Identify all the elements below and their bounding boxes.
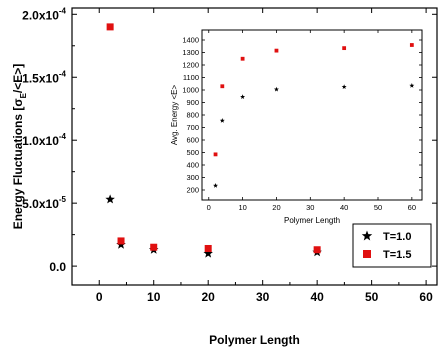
main-y-tick-label: 1.5x10-4 (22, 69, 66, 85)
main-y-tick-label: 2.0x10-4 (22, 6, 66, 22)
main-x-tick-label: 60 (419, 290, 433, 304)
inset-point-series-1 (342, 46, 347, 51)
inset-point-series-0 (219, 118, 225, 123)
inset-point-series-1 (274, 48, 279, 53)
main-y-axis-title: Energy Fluctuations [σE/<E>] (11, 64, 28, 230)
inset-point-series-1 (213, 152, 218, 157)
inset-y-tick-label: 200 (186, 186, 199, 195)
inset-plot-frame (201, 29, 423, 201)
inset-y-tick-label: 1400 (182, 36, 199, 45)
inset-y-tick-label: 300 (186, 173, 199, 182)
main-plot: 0 10 20 30 40 50 60 0.0 5.0x10-5 1.0x10-4 1.5x10-4… (11, 6, 438, 347)
inset-y-tick-label: 400 (186, 161, 199, 170)
inset-y-tick-label: 900 (186, 98, 199, 107)
inset-y-axis-title: Avg. Energy <E> (170, 85, 179, 146)
legend-label: T=1.0 (383, 231, 411, 243)
inset-y-tick-label: 1200 (182, 61, 199, 70)
main-x-tick-label: 30 (256, 290, 270, 304)
inset-point-series-1 (240, 56, 245, 61)
main-plot-frame (71, 7, 438, 286)
main-point-series-1 (204, 244, 212, 252)
main-point-series-1 (313, 246, 321, 254)
legend-box (352, 223, 432, 268)
inset-y-tick-label: 600 (186, 136, 199, 145)
main-x-tick-label: 40 (310, 290, 324, 304)
inset-point-series-0 (213, 183, 219, 188)
inset-y-tick-label: 800 (186, 111, 199, 120)
inset-point-series-0 (240, 94, 246, 99)
inset-point-series-0 (341, 84, 347, 89)
main-point-series-1 (150, 243, 158, 251)
inset-y-tick-label: 700 (186, 123, 199, 132)
main-point-series-1 (106, 23, 114, 31)
inset-point-series-1 (409, 43, 414, 47)
main-y-tick-label: 5.0x10-5 (22, 195, 66, 211)
inset-point-series-0 (409, 83, 415, 88)
main-point-series-0 (203, 248, 213, 258)
inset-x-tick-label: 50 (374, 203, 382, 212)
inset-x-tick-label: 30 (306, 203, 314, 212)
inset-y-tick-label: 500 (186, 148, 199, 157)
main-y-tick-label: 0.0 (49, 260, 66, 274)
legend-marker (361, 230, 373, 241)
main-x-axis-title: Polymer Length (209, 333, 300, 347)
inset-point-series-0 (273, 86, 279, 92)
main-point-series-0 (105, 194, 115, 204)
inset-x-tick-label: 0 (207, 203, 211, 212)
inset-plot: 0 10 20 30 40 50 60 200 300 400 500 600 700 800 900 100… (170, 29, 423, 225)
inset-x-tick-label: 40 (340, 203, 348, 212)
inset-x-tick-label: 60 (408, 203, 416, 212)
inset-x-axis-title: Polymer Length (284, 216, 340, 225)
inset-y-tick-label: 1100 (183, 73, 199, 82)
main-x-tick-label: 50 (365, 290, 379, 304)
inset-y-tick-label: 1300 (182, 48, 199, 57)
inset-point-series-1 (220, 84, 225, 89)
inset-y-tick-label: 1000 (182, 86, 199, 95)
inset-x-tick-label: 10 (238, 203, 246, 212)
main-x-tick-label: 20 (202, 290, 216, 304)
legend-marker (363, 250, 371, 258)
legend-label: T=1.5 (383, 249, 411, 261)
main-x-tick-label: 10 (147, 290, 161, 304)
main-x-tick-label: 0 (96, 290, 103, 304)
main-point-series-1 (117, 237, 125, 245)
main-y-tick-label: 1.0x10-4 (22, 132, 66, 148)
inset-x-tick-label: 20 (272, 203, 280, 212)
